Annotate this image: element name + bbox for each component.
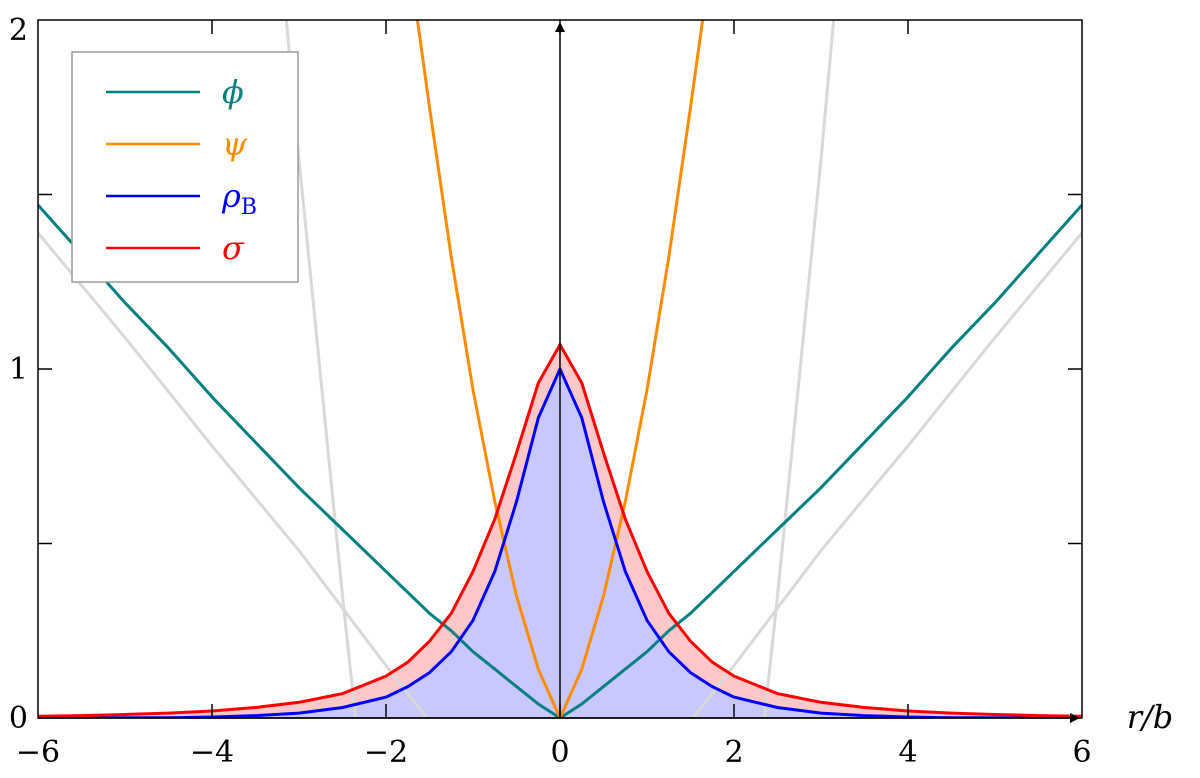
x-tick-label: −2 — [364, 735, 408, 770]
x-axis-label: r/b — [1127, 698, 1174, 736]
legend-label: ϕ — [222, 73, 244, 111]
axis-ticks: −6 −4 −2 0 2 4 6 0 1 2 — [9, 13, 1092, 770]
x-tick-label: 0 — [550, 735, 569, 770]
legend-label: ρB — [221, 177, 257, 220]
x-tick-label: −6 — [16, 735, 60, 770]
legend: ϕψ ρB σ — [71, 51, 299, 283]
y-tick-label: 2 — [9, 13, 28, 48]
legend-box — [71, 51, 299, 283]
y-tick-label: 1 — [9, 352, 28, 387]
legend-items: ϕψ ρB σ — [106, 73, 257, 267]
legend-label: ψ — [222, 125, 248, 163]
x-tick-label: 6 — [1072, 735, 1091, 770]
x-tick-label: −4 — [190, 735, 234, 770]
background-curve-1-1 — [762, 20, 836, 718]
series-line-0 — [38, 204, 1082, 718]
y-tick-label: 0 — [9, 701, 28, 736]
background-curve-0-0 — [38, 231, 429, 718]
x-tick-label: 4 — [898, 735, 917, 770]
x-tick-label: 2 — [724, 735, 743, 770]
series-line-1 — [415, 20, 705, 718]
background-curves — [38, 20, 1082, 718]
background-curve-0-1 — [691, 231, 1082, 718]
legend-label: σ — [222, 229, 245, 267]
